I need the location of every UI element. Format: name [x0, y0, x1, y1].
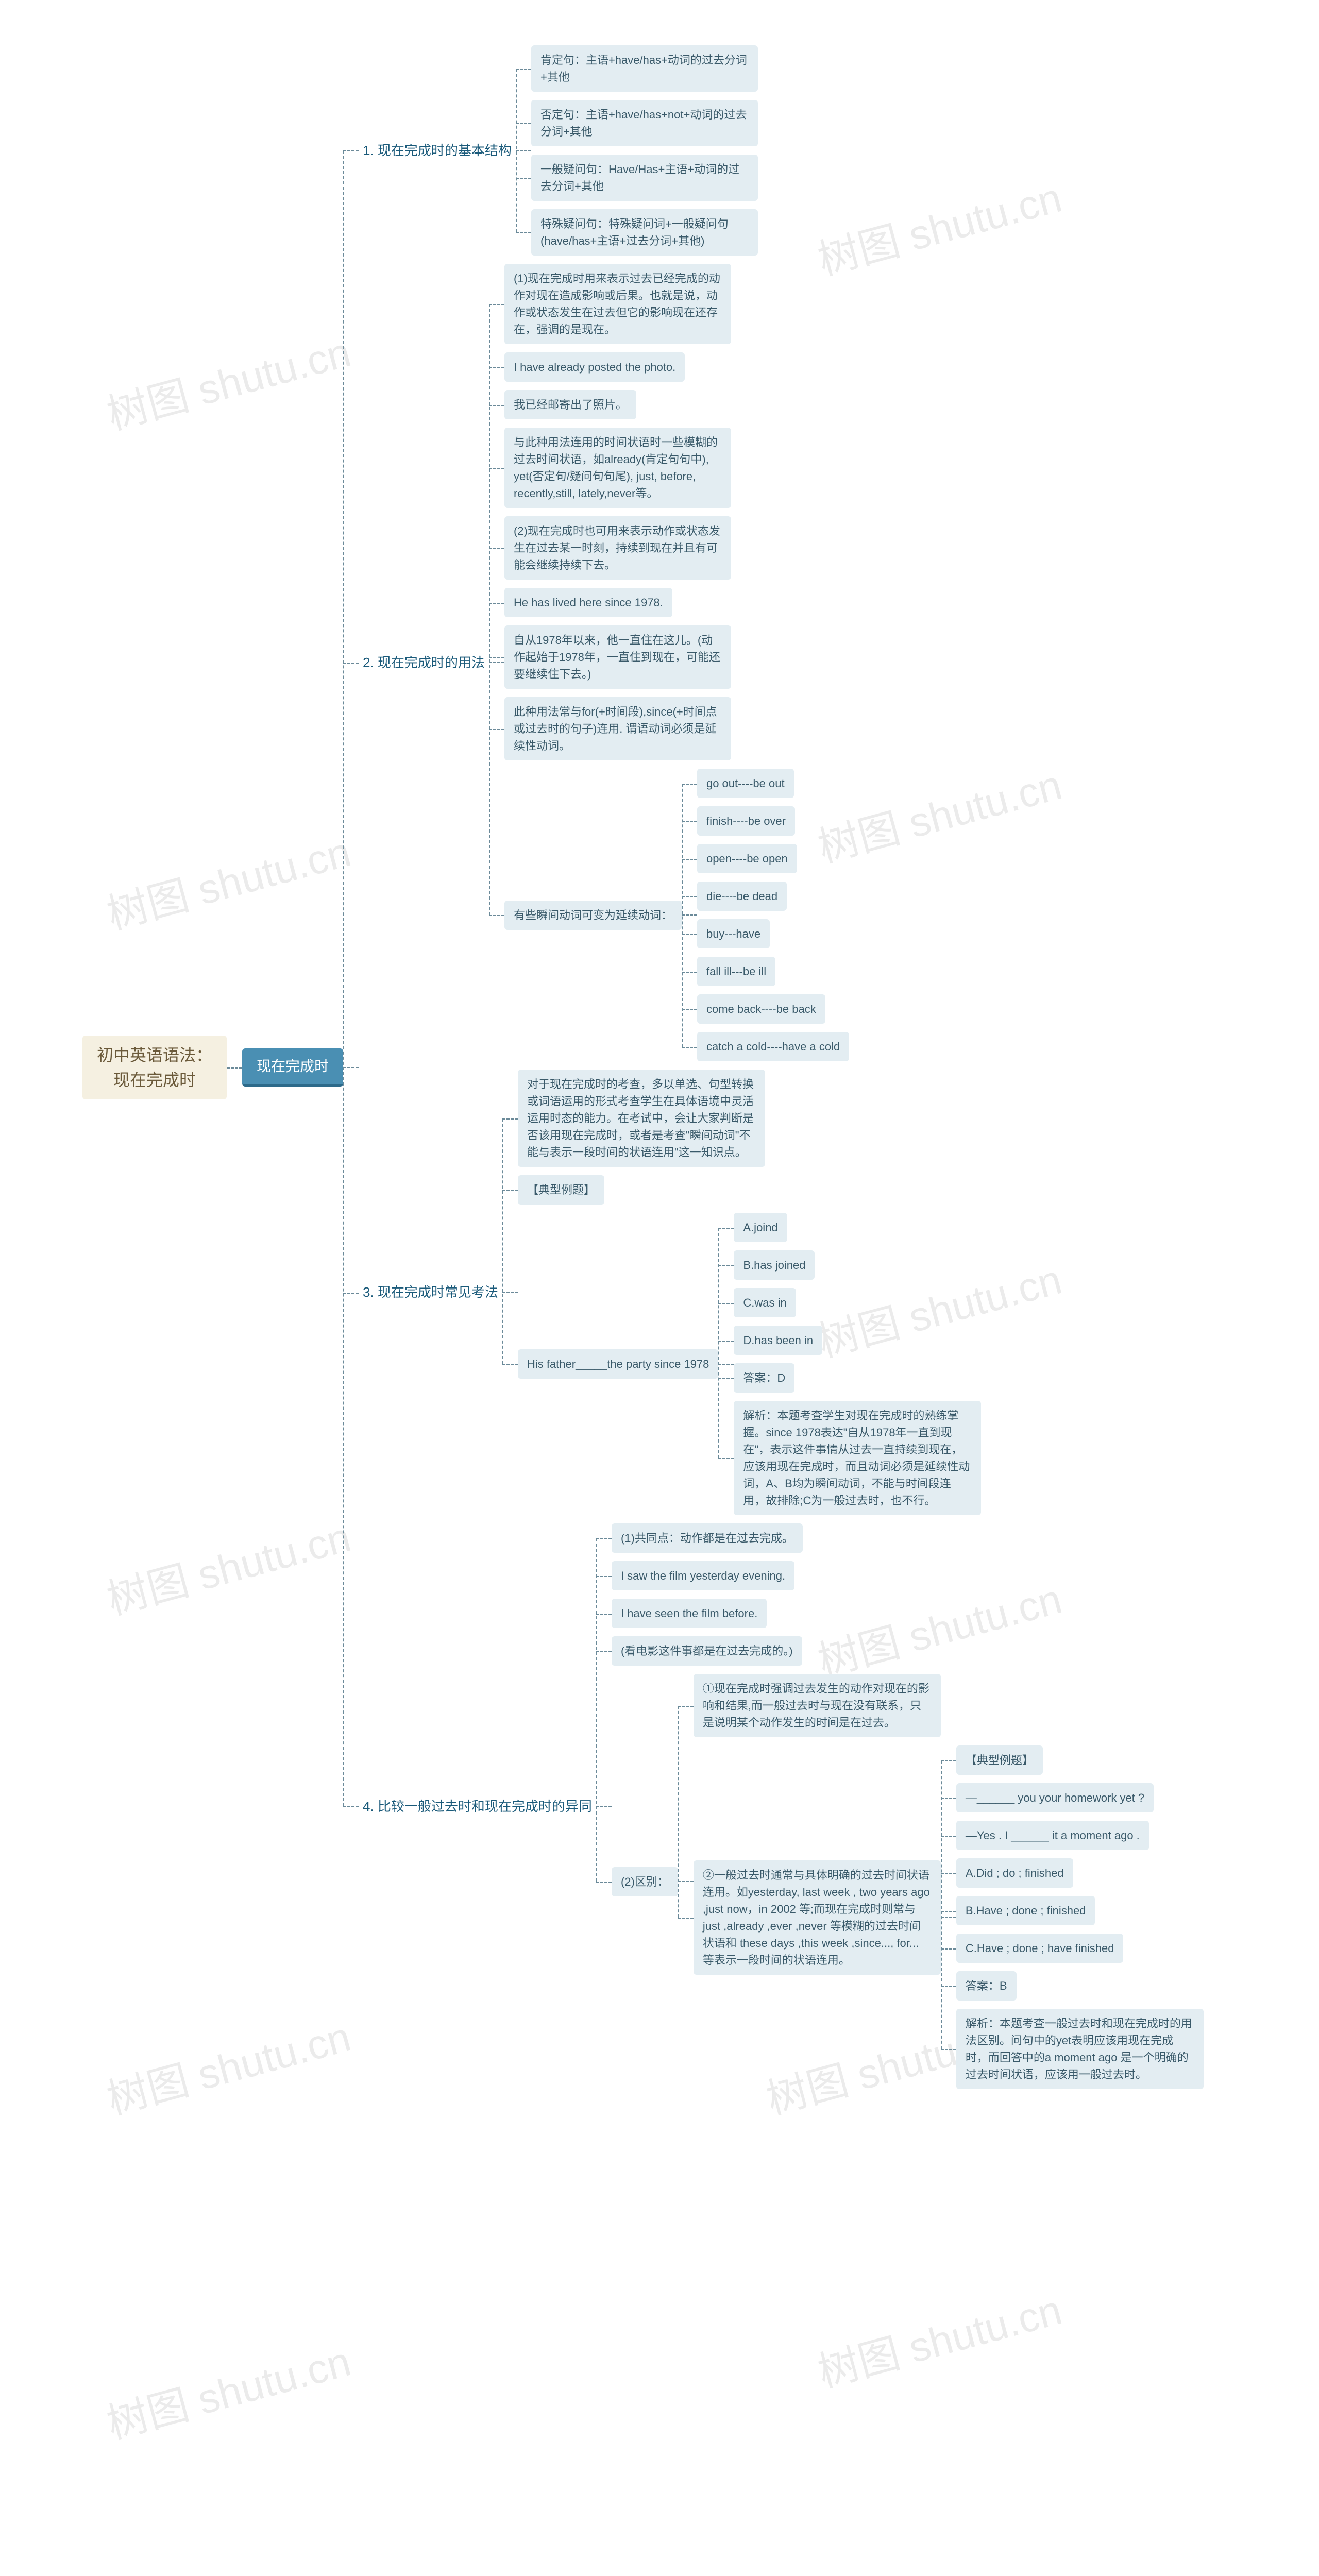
option: C.was in: [734, 1288, 796, 1317]
leaf: I saw the film yesterday evening.: [612, 1561, 794, 1590]
leaf: go out----be out: [697, 769, 794, 798]
leaf: 否定句：主语+have/has+not+动词的过去分词+其他: [531, 100, 758, 146]
leaf: finish----be over: [697, 806, 795, 836]
leaf: catch a cold----have a cold: [697, 1032, 849, 1061]
leaf: 我已经邮寄出了照片。: [504, 390, 636, 419]
leaf: (1)现在完成时用来表示过去已经完成的动作对现在造成影响或后果。也就是说，动作或…: [504, 264, 731, 344]
leaf: come back----be back: [697, 994, 825, 1024]
example: 解析：本题考查一般过去时和现在完成时的用法区别。问句中的yet表明应该用现在完成…: [956, 2009, 1204, 2089]
answer: 答案：D: [734, 1363, 794, 1393]
leaf: He has lived here since 1978.: [504, 588, 672, 617]
leaf: die----be dead: [697, 882, 787, 911]
root-node: 初中英语语法：现在完成时: [82, 1036, 227, 1099]
mindmap-root-container: 初中英语语法：现在完成时 现在完成时 1. 现在完成时的基本结构 肯定句：主语+…: [82, 41, 1204, 2093]
section-3: 3. 现在完成时常见考法: [359, 1277, 502, 1308]
section-1: 1. 现在完成时的基本结构: [359, 135, 516, 166]
leaf: 自从1978年以来，他一直住在这儿。(动作起始于1978年，一直住到现在，可能还…: [504, 625, 731, 689]
diff-point: ①现在完成时强调过去发生的动作对现在的影响和结果,而一般过去时与现在没有联系，只…: [694, 1674, 941, 1737]
example: —______ you your homework yet ?: [956, 1783, 1154, 1812]
leaf: 对于现在完成时的考查，多以单选、句型转换或词语运用的形式考查学生在具体语境中灵活…: [518, 1070, 765, 1167]
section-2: 2. 现在完成时的用法: [359, 648, 489, 678]
main-node: 现在完成时: [242, 1048, 343, 1087]
example: B.Have ; done ; finished: [956, 1896, 1095, 1925]
leaf: 肯定句：主语+have/has+动词的过去分词+其他: [531, 45, 758, 92]
example: 答案：B: [956, 1971, 1017, 2001]
option: B.has joined: [734, 1250, 815, 1280]
example: C.Have ; done ; have finished: [956, 1934, 1124, 1963]
option: A.joind: [734, 1213, 787, 1242]
example: 【典型例题】: [956, 1745, 1043, 1775]
explanation: 解析：本题考查学生对现在完成时的熟练掌握。since 1978表达"自从1978…: [734, 1401, 981, 1515]
diff-title: (2)区别：: [612, 1867, 678, 1896]
leaf: 一般疑问句：Have/Has+主语+动词的过去分词+其他: [531, 155, 758, 201]
sub-title: 有些瞬间动词可变为延续动词：: [504, 901, 682, 930]
leaf: 特殊疑问句：特殊疑问词+一般疑问句(have/has+主语+过去分词+其他): [531, 209, 758, 256]
option: D.has been in: [734, 1326, 822, 1355]
leaf: (看电影这件事都是在过去完成的。): [612, 1636, 802, 1666]
watermark-text: 树图 shutu.cn: [99, 2328, 356, 2450]
diff-point: ②一般过去时通常与具体明确的过去时间状语连用。如yesterday, last …: [694, 1860, 941, 1975]
question-stem: His father_____the party since 1978: [518, 1349, 718, 1379]
leaf: buy---have: [697, 919, 770, 948]
watermark-text: 树图 shutu.cn: [810, 2277, 1067, 2399]
leaf: open----be open: [697, 844, 797, 873]
section-4: 4. 比较一般过去时和现在完成时的异同: [359, 1791, 596, 1822]
leaf: I have seen the film before.: [612, 1599, 767, 1628]
leaf: fall ill---be ill: [697, 957, 775, 986]
leaf: (1)共同点：动作都是在过去完成。: [612, 1523, 803, 1553]
leaf: 此种用法常与for(+时间段),since(+时间点或过去时的句子)连用. 谓语…: [504, 697, 731, 760]
leaf: (2)现在完成时也可用来表示动作或状态发生在过去某一时刻，持续到现在并且有可能会…: [504, 516, 731, 580]
leaf: 【典型例题】: [518, 1175, 604, 1205]
leaf: I have already posted the photo.: [504, 352, 685, 382]
example: A.Did ; do ; finished: [956, 1858, 1073, 1888]
leaf: 与此种用法连用的时间状语时一些模糊的过去时间状语，如already(肯定句句中)…: [504, 428, 731, 508]
example: —Yes . I ______ it a moment ago .: [956, 1821, 1149, 1850]
